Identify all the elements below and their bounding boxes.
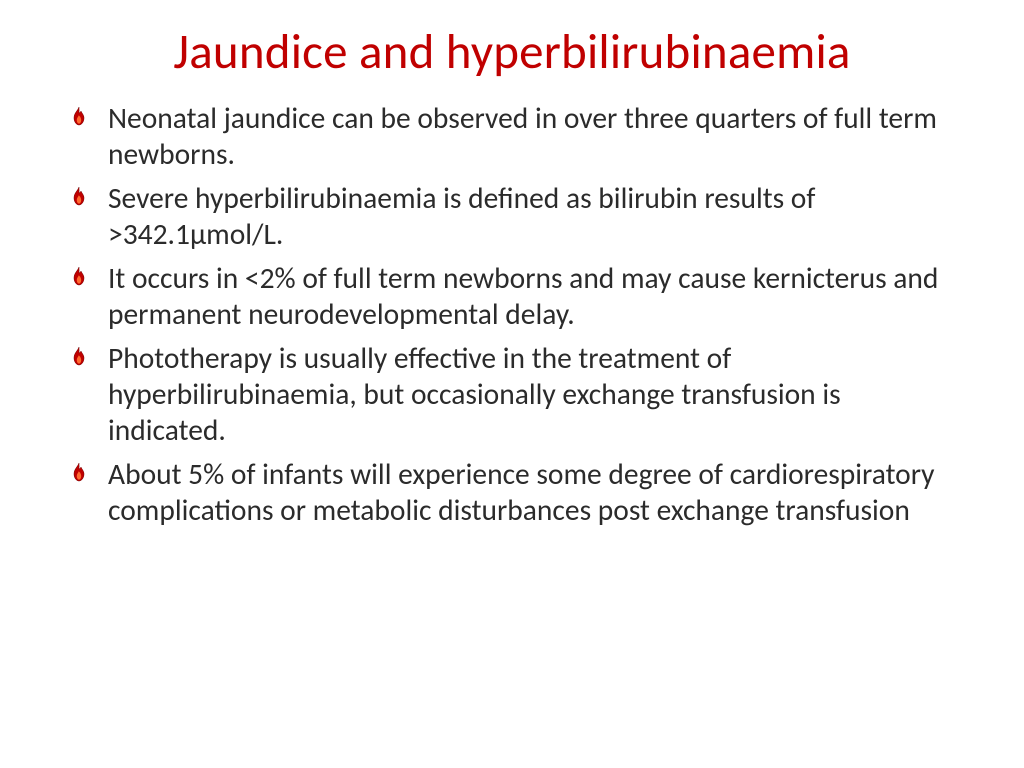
list-item-text: About 5% of infants will experience some… <box>108 456 935 528</box>
slide: Jaundice and hyperbilirubinaemia Neonata… <box>0 0 1024 768</box>
list-item: It occurs in <2% of full term newborns a… <box>68 260 964 332</box>
flame-icon <box>72 266 86 286</box>
list-item-text: It occurs in <2% of full term newborns a… <box>108 260 938 332</box>
list-item: Phototherapy is usually effective in the… <box>68 340 964 448</box>
list-item: Neonatal jaundice can be observed in ove… <box>68 100 964 172</box>
list-item-text: Severe hyperbilirubinaemia is defined as… <box>108 180 815 252</box>
list-item-text: Neonatal jaundice can be observed in ove… <box>108 100 937 172</box>
slide-title: Jaundice and hyperbilirubinaemia <box>60 22 964 82</box>
bullet-list: Neonatal jaundice can be observed in ove… <box>60 100 964 528</box>
flame-icon <box>72 462 86 482</box>
list-item-text: Phototherapy is usually effective in the… <box>108 340 841 448</box>
flame-icon <box>72 346 86 366</box>
flame-icon <box>72 186 86 206</box>
flame-icon <box>72 106 86 126</box>
list-item: Severe hyperbilirubinaemia is defined as… <box>68 180 964 252</box>
list-item: About 5% of infants will experience some… <box>68 456 964 528</box>
